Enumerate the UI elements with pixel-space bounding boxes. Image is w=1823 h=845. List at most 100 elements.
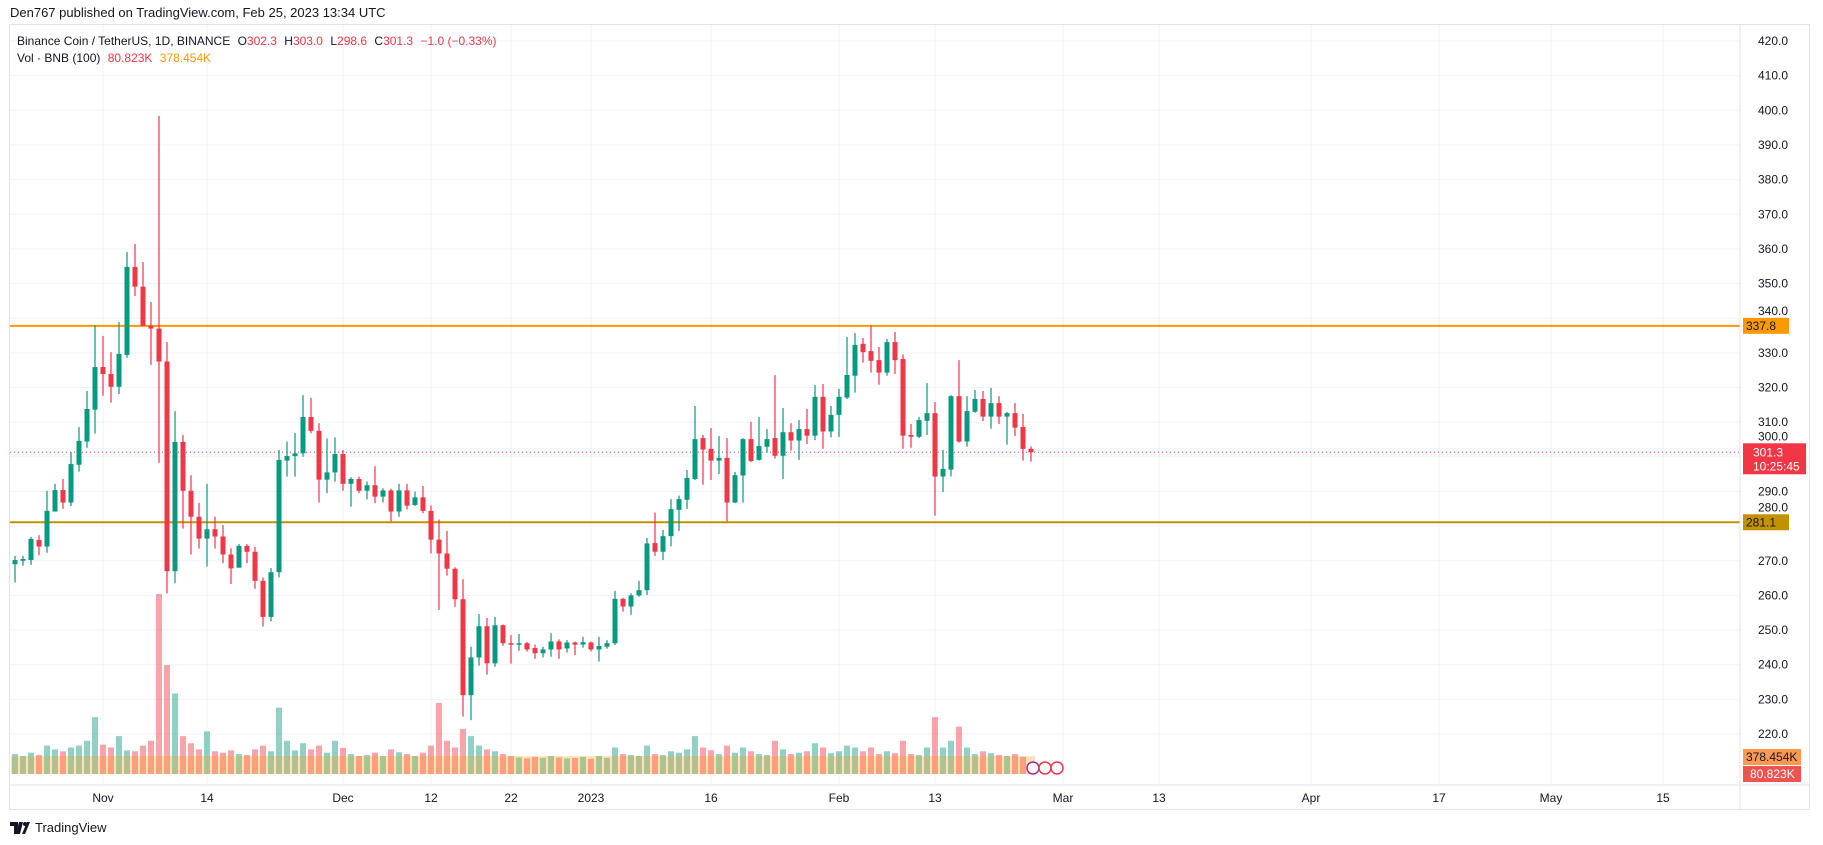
volume-bar xyxy=(500,754,506,774)
time-tick-label: Nov xyxy=(92,791,113,805)
candles xyxy=(12,115,1034,721)
volume-bar xyxy=(892,753,898,774)
candle-body xyxy=(716,457,722,461)
volume-ma-area xyxy=(11,756,1035,774)
candle-body xyxy=(708,448,714,461)
close-label: C xyxy=(374,34,384,48)
volume-bar xyxy=(852,747,858,774)
grid-lines xyxy=(10,25,1740,785)
volume-bar xyxy=(220,752,226,774)
volume-bar xyxy=(132,751,138,774)
volume-bar xyxy=(172,693,178,774)
candle-body xyxy=(1004,413,1010,417)
candle-body xyxy=(620,598,626,607)
candle-body xyxy=(284,456,290,461)
price-tick-label: 260.0 xyxy=(1758,588,1788,602)
time-axis: Nov 14 Dec 12 22 2023 16 Feb 13 Mar 13 Apr 17 May 15 xyxy=(10,784,1809,805)
volume-bar xyxy=(908,754,914,774)
candle-body xyxy=(460,599,466,696)
price-tick-label: 350.0 xyxy=(1758,277,1788,291)
volume-bar xyxy=(740,747,746,774)
volume-bar xyxy=(1004,756,1010,774)
volume-label[interactable]: Vol · BNB (100) xyxy=(17,51,101,65)
volume-bar xyxy=(556,757,562,774)
volume-bar xyxy=(924,747,930,774)
lightning-event-icon[interactable] xyxy=(1026,761,1040,775)
flag-event-icon[interactable] xyxy=(1050,761,1064,775)
volume-bar xyxy=(244,755,250,774)
candle-body xyxy=(20,559,26,561)
volume-bar xyxy=(996,755,1002,774)
candle-body xyxy=(404,490,410,506)
volume-bar xyxy=(492,751,498,774)
volume-bar xyxy=(604,757,610,774)
volume-bar xyxy=(44,745,50,774)
candle-body xyxy=(924,413,930,421)
candle-body xyxy=(36,539,42,547)
volume-bar xyxy=(948,740,954,774)
candle-body xyxy=(172,441,178,572)
candle-body xyxy=(532,648,538,654)
candle-body xyxy=(1028,448,1034,453)
volume-bar xyxy=(388,749,394,774)
candle-body xyxy=(236,545,242,568)
candle-body xyxy=(972,398,978,412)
volume-bar xyxy=(812,743,818,774)
volume-bar xyxy=(60,751,66,774)
time-tick-label: 15 xyxy=(1656,791,1670,805)
candle-body xyxy=(492,625,498,664)
support-price-tag xyxy=(1743,514,1789,531)
volume-bar xyxy=(212,751,218,774)
volume-bar xyxy=(188,743,194,774)
volume-bar xyxy=(796,752,802,774)
event-icons xyxy=(1026,761,1064,775)
published-info: Den767 published on TradingView.com, Feb… xyxy=(10,5,386,20)
tradingview-logo-icon xyxy=(10,821,30,834)
volume-bar xyxy=(324,752,330,774)
volume-bar xyxy=(756,754,762,774)
volume-bar xyxy=(732,752,738,774)
candle-body xyxy=(140,286,146,326)
volume-bar xyxy=(916,755,922,774)
volume-bar xyxy=(92,717,98,774)
volume-bar xyxy=(428,745,434,774)
volume-bar xyxy=(100,744,106,774)
candle-body xyxy=(308,416,314,431)
candle-body xyxy=(932,413,938,477)
candle-body xyxy=(628,595,634,607)
candle-body xyxy=(108,373,114,387)
volume-bar xyxy=(884,751,890,774)
volume-bar xyxy=(876,754,882,774)
volume-bar xyxy=(844,745,850,774)
volume-bar xyxy=(460,729,466,774)
tradingview-logo[interactable]: TradingView xyxy=(10,820,107,835)
candle-body xyxy=(644,543,650,591)
candle-body xyxy=(524,643,530,650)
symbol-name[interactable]: Binance Coin / TetherUS, 1D, BINANCE xyxy=(17,34,231,48)
volume-bar xyxy=(252,749,258,774)
candle-body xyxy=(812,396,818,436)
volume-bar xyxy=(340,747,346,774)
candle-body xyxy=(748,439,754,461)
volume-bar xyxy=(268,751,274,774)
candle-body xyxy=(828,414,834,432)
candle-body xyxy=(348,478,354,484)
flag-event-icon[interactable] xyxy=(1038,761,1052,775)
candle-body xyxy=(220,536,226,555)
time-tick-label: May xyxy=(1540,791,1563,805)
volume-bar xyxy=(564,758,570,774)
price-tick-label: 340.0 xyxy=(1758,304,1788,318)
candle-body xyxy=(420,497,426,511)
candle-body xyxy=(604,643,610,647)
candle-body xyxy=(132,266,138,287)
volume-last-tag xyxy=(1743,766,1801,782)
volume-bar xyxy=(148,740,154,774)
volume-bar xyxy=(980,751,986,774)
volume-bar xyxy=(236,754,242,774)
candle-body xyxy=(252,551,258,581)
volume-bar xyxy=(588,758,594,774)
time-tick-label: 12 xyxy=(424,791,438,805)
volume-bar xyxy=(260,745,266,774)
volume-bar xyxy=(972,754,978,774)
